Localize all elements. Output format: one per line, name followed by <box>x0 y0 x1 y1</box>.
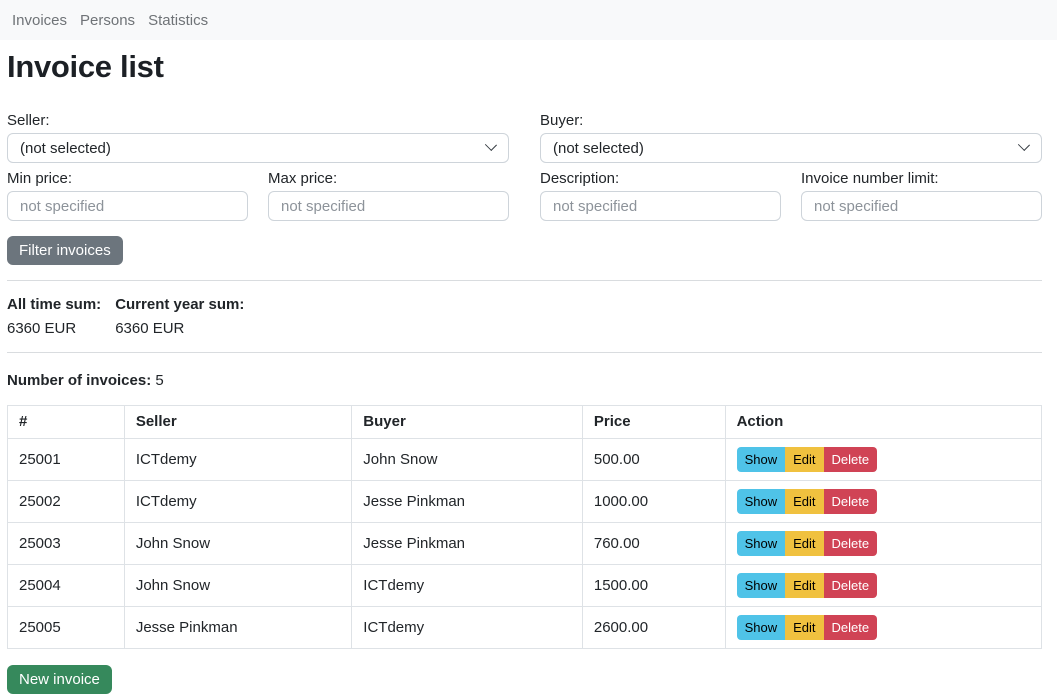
cell-number: 25003 <box>7 522 125 565</box>
delete-button[interactable]: Delete <box>823 531 878 556</box>
cell-buyer: John Snow <box>351 438 583 481</box>
cell-action: Show Edit Delete <box>724 438 1043 481</box>
show-button[interactable]: Show <box>736 447 786 472</box>
edit-button[interactable]: Edit <box>785 615 824 640</box>
cell-price: 2600.00 <box>581 606 726 649</box>
show-button[interactable]: Show <box>736 615 786 640</box>
edit-button[interactable]: Edit <box>785 489 824 514</box>
invoice-number-limit-input[interactable] <box>801 191 1042 221</box>
main-content: Invoice list Seller: (not selected) Min … <box>0 49 1057 694</box>
all-time-sum-value: 6360 EUR <box>7 320 77 337</box>
filter-form: Seller: (not selected) Min price: Max pr… <box>7 112 1042 265</box>
edit-button[interactable]: Edit <box>785 573 824 598</box>
table-header-row: # Seller Buyer Price Action <box>7 405 1043 439</box>
header-price: Price <box>581 405 726 439</box>
cell-buyer: ICTdemy <box>351 606 583 649</box>
nav-item-statistics[interactable]: Statistics <box>148 12 209 29</box>
header-number: # <box>7 405 125 439</box>
table-row: 25005 Jesse Pinkman ICTdemy 2600.00 Show… <box>7 606 1043 649</box>
max-price-label: Max price: <box>268 170 338 187</box>
max-price-input[interactable] <box>268 191 509 221</box>
divider <box>7 352 1042 353</box>
edit-button[interactable]: Edit <box>785 531 824 556</box>
filter-left-column: Seller: (not selected) Min price: Max pr… <box>7 112 509 228</box>
action-button-group: Show Edit Delete <box>736 615 878 640</box>
cell-number: 25005 <box>7 606 125 649</box>
cell-buyer: Jesse Pinkman <box>351 522 583 565</box>
show-button[interactable]: Show <box>736 531 786 556</box>
cell-seller: Jesse Pinkman <box>123 606 353 649</box>
filter-invoices-button[interactable]: Filter invoices <box>7 236 123 265</box>
new-invoice-button[interactable]: New invoice <box>7 665 112 694</box>
action-button-group: Show Edit Delete <box>736 573 878 598</box>
cell-number: 25002 <box>7 480 125 523</box>
cell-buyer: ICTdemy <box>351 564 583 607</box>
page-title: Invoice list <box>7 49 164 84</box>
action-button-group: Show Edit Delete <box>736 531 878 556</box>
invoice-count-label: Number of invoices: <box>7 372 152 389</box>
edit-button[interactable]: Edit <box>785 447 824 472</box>
invoice-count: Number of invoices: 5 <box>7 372 1042 389</box>
current-year-sum: Current year sum: 6360 EUR <box>115 296 244 337</box>
cell-action: Show Edit Delete <box>724 606 1043 649</box>
cell-seller: ICTdemy <box>123 480 353 523</box>
invoice-number-limit-label: Invoice number limit: <box>801 170 939 187</box>
navbar: Invoices Persons Statistics <box>0 0 1057 40</box>
cell-action: Show Edit Delete <box>724 480 1043 523</box>
cell-buyer: Jesse Pinkman <box>351 480 583 523</box>
delete-button[interactable]: Delete <box>823 615 878 640</box>
description-input[interactable] <box>540 191 781 221</box>
current-year-sum-value: 6360 EUR <box>115 320 185 337</box>
table-row: 25001 ICTdemy John Snow 500.00 Show Edit… <box>7 438 1043 481</box>
invoice-count-value: 5 <box>155 372 164 389</box>
cell-price: 1500.00 <box>581 564 726 607</box>
table-row: 25004 John Snow ICTdemy 1500.00 Show Edi… <box>7 564 1043 607</box>
nav-item-invoices[interactable]: Invoices <box>12 12 68 29</box>
action-button-group: Show Edit Delete <box>736 489 878 514</box>
header-buyer: Buyer <box>351 405 583 439</box>
min-price-label: Min price: <box>7 170 73 187</box>
cell-number: 25004 <box>7 564 125 607</box>
cell-number: 25001 <box>7 438 125 481</box>
header-action: Action <box>724 405 1043 439</box>
cell-seller: John Snow <box>123 522 353 565</box>
sums-section: All time sum: 6360 EUR Current year sum:… <box>7 296 1042 337</box>
seller-label: Seller: <box>7 112 50 129</box>
invoice-table: # Seller Buyer Price Action 25001 ICTdem… <box>7 405 1043 649</box>
cell-price: 760.00 <box>581 522 726 565</box>
filter-right-column: Buyer: (not selected) Description: Invoi… <box>540 112 1042 228</box>
cell-action: Show Edit Delete <box>724 522 1043 565</box>
action-button-group: Show Edit Delete <box>736 447 878 472</box>
cell-seller: John Snow <box>123 564 353 607</box>
delete-button[interactable]: Delete <box>823 573 878 598</box>
delete-button[interactable]: Delete <box>823 447 878 472</box>
current-year-sum-label: Current year sum: <box>115 296 245 313</box>
cell-price: 500.00 <box>581 438 726 481</box>
divider <box>7 280 1042 281</box>
all-time-sum-label: All time sum: <box>7 296 102 313</box>
min-price-input[interactable] <box>7 191 248 221</box>
delete-button[interactable]: Delete <box>823 489 878 514</box>
table-row: 25003 John Snow Jesse Pinkman 760.00 Sho… <box>7 522 1043 565</box>
cell-action: Show Edit Delete <box>724 564 1043 607</box>
buyer-label: Buyer: <box>540 112 584 129</box>
header-seller: Seller <box>123 405 353 439</box>
table-row: 25002 ICTdemy Jesse Pinkman 1000.00 Show… <box>7 480 1043 523</box>
description-label: Description: <box>540 170 620 187</box>
cell-seller: ICTdemy <box>123 438 353 481</box>
cell-price: 1000.00 <box>581 480 726 523</box>
show-button[interactable]: Show <box>736 573 786 598</box>
seller-select[interactable]: (not selected) <box>7 133 509 163</box>
all-time-sum: All time sum: 6360 EUR <box>7 296 101 337</box>
show-button[interactable]: Show <box>736 489 786 514</box>
nav-item-persons[interactable]: Persons <box>80 12 136 29</box>
buyer-select[interactable]: (not selected) <box>540 133 1042 163</box>
